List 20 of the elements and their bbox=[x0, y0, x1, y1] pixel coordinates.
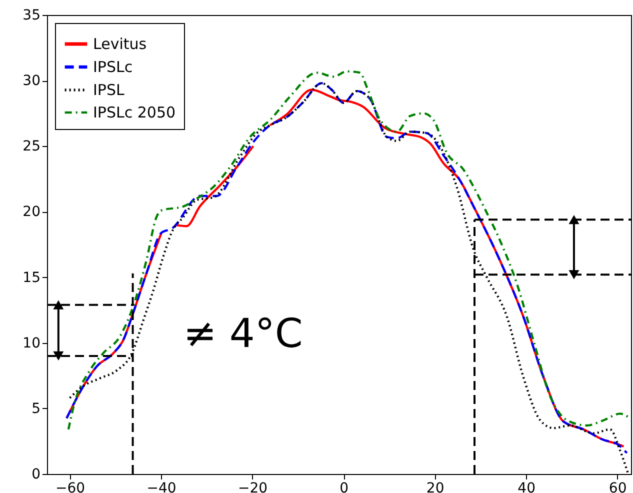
legend-label: IPSL bbox=[93, 81, 125, 99]
legend-label: Levitus bbox=[93, 35, 147, 53]
y-tick-label: 5 bbox=[32, 400, 40, 417]
x-tick-label: 40 bbox=[518, 480, 536, 493]
y-tick-label: 0 bbox=[32, 466, 40, 482]
y-tick-label: 15 bbox=[22, 270, 40, 286]
legend-label: IPSLc bbox=[93, 58, 133, 76]
y-tick-label: 25 bbox=[22, 138, 40, 155]
y-tick-label: 30 bbox=[22, 73, 40, 90]
x-tick-label: 60 bbox=[608, 480, 627, 493]
x-tick-label: −40 bbox=[146, 480, 176, 493]
y-tick-label: 10 bbox=[22, 335, 40, 352]
y-tick-label: 35 bbox=[22, 8, 40, 24]
x-tick-label: 0 bbox=[340, 480, 349, 493]
x-tick-label: 20 bbox=[426, 480, 444, 493]
y-tick-label: 20 bbox=[22, 204, 40, 220]
x-tick-label: −60 bbox=[56, 480, 86, 493]
legend-label: IPSLc 2050 bbox=[93, 104, 176, 122]
x-tick-label: −20 bbox=[238, 480, 268, 493]
annotation: ≠ 4°C bbox=[183, 311, 303, 357]
